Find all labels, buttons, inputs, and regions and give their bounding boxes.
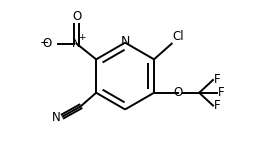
Text: N: N <box>52 111 61 124</box>
Text: −: − <box>39 38 49 48</box>
Text: Cl: Cl <box>173 30 184 43</box>
Text: +: + <box>78 33 85 42</box>
Text: N: N <box>121 35 130 48</box>
Text: F: F <box>214 73 221 86</box>
Text: F: F <box>218 86 225 99</box>
Text: F: F <box>214 99 221 112</box>
Text: O: O <box>72 10 81 23</box>
Text: O: O <box>173 86 182 99</box>
Text: N: N <box>72 37 81 50</box>
Text: O: O <box>43 37 52 50</box>
